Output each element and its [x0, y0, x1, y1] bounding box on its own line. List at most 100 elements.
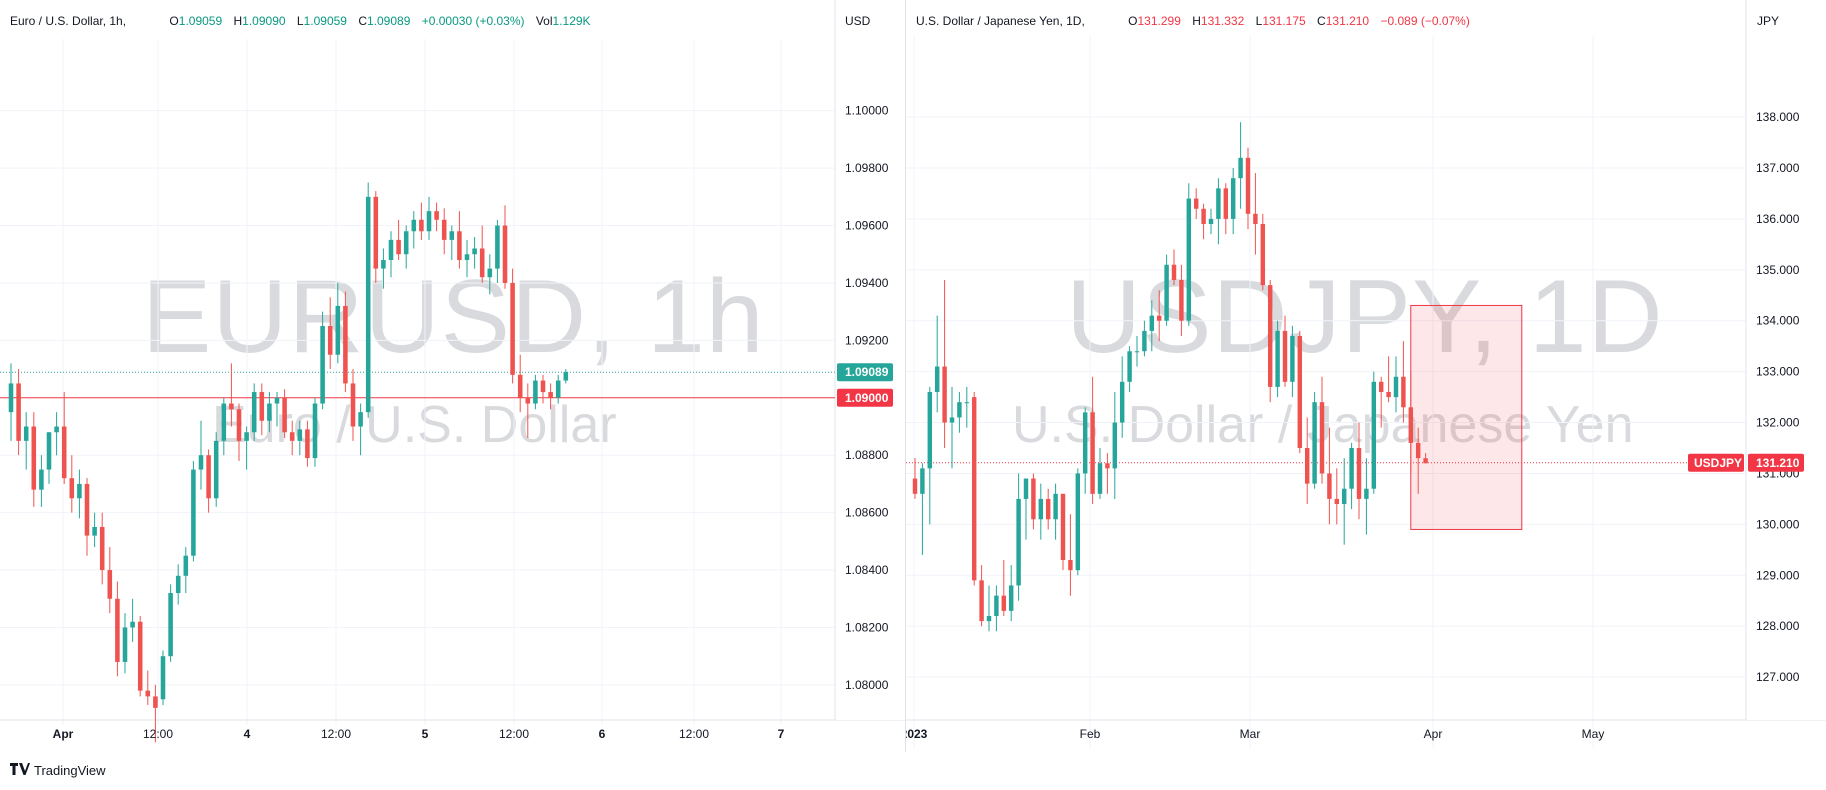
candle — [221, 397, 227, 456]
candle — [305, 420, 310, 467]
usdjpy-candles-svg[interactable]: 138.000 137.000 136.000 135.000 134.000 133.0… — [906, 0, 1826, 752]
last-price-badge — [837, 363, 893, 382]
candle — [191, 460, 196, 562]
candle-body — [259, 392, 265, 421]
candle — [1230, 168, 1236, 235]
candle — [145, 670, 151, 705]
candle — [1223, 183, 1229, 235]
candle — [358, 403, 363, 456]
candle — [1038, 483, 1044, 540]
candle-body — [221, 403, 227, 441]
candle — [373, 191, 379, 283]
candle-body — [381, 259, 386, 269]
candle-body — [1238, 157, 1243, 179]
candle-body — [343, 305, 348, 384]
price-tick-label: 132.000 — [1756, 416, 1800, 430]
open-value: 1.09059 — [178, 14, 223, 28]
candle-body — [1038, 498, 1044, 520]
candle-body — [555, 380, 561, 398]
time-tick-label: Apr — [53, 727, 74, 741]
candle-body — [1364, 488, 1369, 499]
candle — [1401, 341, 1406, 423]
legend-symbol[interactable]: Euro / U.S. Dollar, 1h, — [10, 14, 127, 28]
candle — [213, 432, 219, 507]
price-tick-label: 1.10000 — [845, 104, 889, 118]
last-price-label: 1.09089 — [845, 365, 889, 379]
candle-body — [472, 248, 477, 255]
candle-body — [949, 417, 955, 423]
candle-body — [1164, 264, 1169, 321]
candle-body — [1260, 224, 1266, 286]
candle — [495, 219, 500, 283]
price-tick-label: 1.09400 — [845, 276, 889, 290]
candle — [1053, 483, 1058, 540]
candle-body — [107, 570, 113, 599]
candle-body — [540, 380, 546, 393]
candle-body — [1312, 402, 1317, 484]
candle — [39, 455, 44, 507]
candle-body — [979, 580, 984, 622]
candle-body — [464, 254, 470, 260]
candle-body — [994, 595, 999, 616]
currency-label: USD — [845, 14, 871, 28]
price-tick-label: 136.000 — [1756, 212, 1800, 226]
candle — [957, 392, 962, 433]
time-tick-label: Feb — [1080, 727, 1101, 741]
last-price-label: 131.210 — [1756, 456, 1800, 470]
candle — [244, 426, 249, 470]
candle-body — [305, 429, 310, 459]
candle — [16, 369, 21, 456]
legend-symbol[interactable]: U.S. Dollar / Japanese Yen, 1D, — [916, 14, 1085, 28]
candle — [130, 598, 135, 642]
price-tick-label: 138.000 — [1756, 110, 1800, 124]
change-value: +0.00030 (+0.03%) — [421, 14, 525, 28]
usdjpy-chart-pane[interactable]: USDJPY, 1D U.S. Dollar / Japanese Yen 13… — [905, 0, 1826, 752]
candle-body — [1075, 473, 1081, 571]
candle-body — [350, 383, 356, 427]
candle-body — [1230, 178, 1236, 219]
time-tick-label: May — [1582, 727, 1605, 741]
eurusd-chart-pane[interactable]: EURUSD, 1h Euro / U.S. Dollar 1.10000 1.0… — [0, 0, 906, 752]
tradingview-branding[interactable]: TradingView — [10, 762, 106, 778]
time-tick-label: 7 — [778, 727, 785, 741]
candle-body — [1290, 336, 1295, 382]
candle — [1201, 203, 1206, 240]
candle — [274, 392, 280, 427]
eurusd-candles-svg[interactable]: 1.10000 1.09800 1.09600 1.09400 1.09200 1.088… — [0, 0, 905, 752]
candle-body — [168, 593, 173, 657]
candle-body — [487, 268, 493, 278]
candle — [411, 211, 417, 249]
candle — [1179, 264, 1184, 336]
candle — [206, 449, 211, 513]
candle — [289, 420, 295, 456]
candle — [548, 383, 553, 410]
candle — [92, 512, 97, 548]
candle — [183, 547, 189, 594]
candle-body — [8, 383, 14, 413]
candle — [449, 225, 455, 260]
candle-body — [957, 402, 962, 418]
candle — [115, 581, 120, 677]
candle-body — [1156, 315, 1162, 321]
price-tick-label: 134.000 — [1756, 314, 1800, 328]
price-tick-label: 127.000 — [1756, 670, 1800, 684]
candle — [99, 512, 105, 585]
candle-body — [130, 621, 135, 628]
candle — [1245, 147, 1251, 230]
candle — [1031, 473, 1036, 530]
candle — [540, 374, 546, 404]
candle-body — [327, 326, 333, 355]
candle — [1238, 122, 1243, 209]
candle-body — [1423, 458, 1428, 464]
candle — [122, 613, 128, 674]
candle — [1156, 290, 1162, 342]
price-tick-label: 129.000 — [1756, 568, 1800, 582]
candle — [920, 463, 925, 555]
candle-body — [1082, 412, 1088, 474]
candle — [1075, 468, 1081, 576]
candle — [1415, 427, 1421, 494]
candle — [964, 386, 970, 428]
high-value: 1.09090 — [242, 14, 286, 28]
candle — [1290, 325, 1295, 398]
candle — [1364, 458, 1369, 535]
